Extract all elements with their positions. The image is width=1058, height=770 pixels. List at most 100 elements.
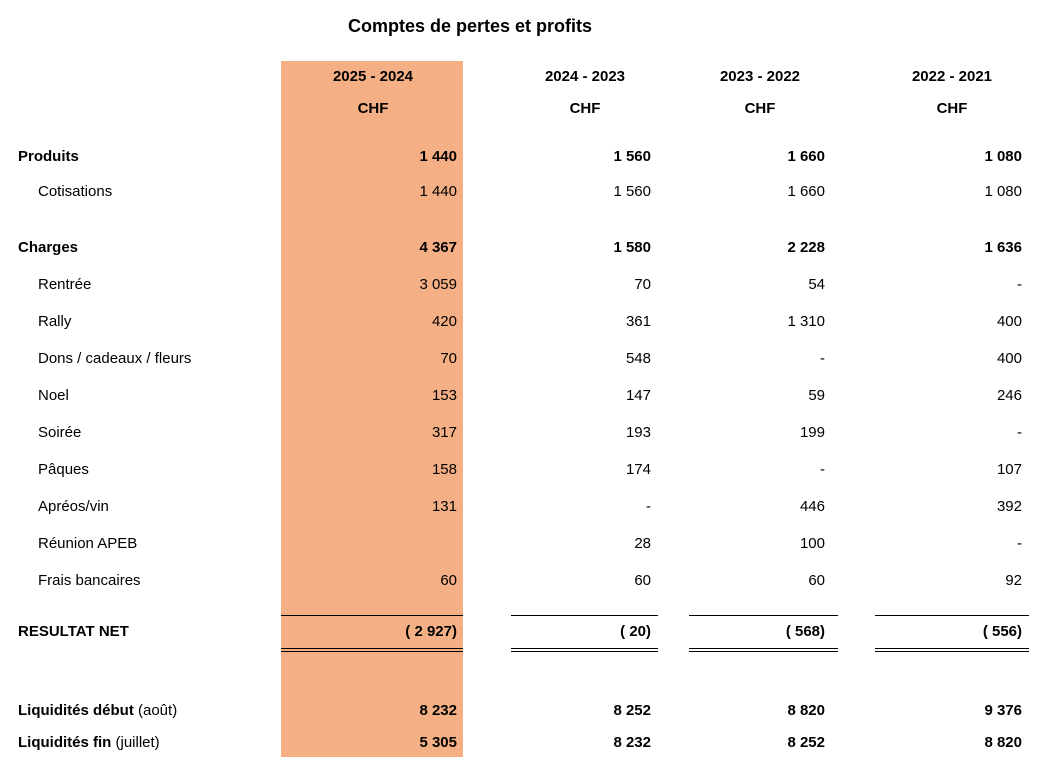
row-value: 317 <box>431 424 457 441</box>
row-label: Soirée <box>38 424 81 442</box>
row-label-text: Apréos/vin <box>38 498 109 515</box>
row-value: 153 <box>431 387 457 404</box>
row-label: Charges <box>18 239 78 257</box>
row-label: Cotisations <box>38 183 112 201</box>
row-label: Rentrée <box>38 276 91 294</box>
row-label: RESULTAT NET <box>18 623 129 641</box>
row-label-text: Réunion APEB <box>38 535 138 552</box>
row-value: 1 080 <box>984 183 1022 200</box>
total-double-rule <box>511 648 658 652</box>
column-period-header: 2024 - 2023 <box>544 68 626 85</box>
subtotal-rule <box>281 615 463 616</box>
row-value: 199 <box>799 424 825 441</box>
row-label-suffix: (août) <box>138 702 178 719</box>
row-value: 92 <box>1005 572 1022 589</box>
row-value: 60 <box>440 572 457 589</box>
row-value: ( 556) <box>982 623 1022 640</box>
row-value: 70 <box>440 350 457 367</box>
column-period-header: 2025 - 2024 <box>332 68 414 85</box>
row-value: 4 367 <box>419 239 457 256</box>
row-value: 392 <box>996 498 1022 515</box>
row-label-text: Rally <box>38 313 72 330</box>
row-label-text: Pâques <box>38 461 89 478</box>
row-value: 193 <box>625 424 651 441</box>
row-value: 1 636 <box>984 239 1022 256</box>
total-double-rule <box>689 648 838 652</box>
row-value: ( 20) <box>620 623 651 640</box>
row-label-text: Frais bancaires <box>38 572 141 589</box>
page-title: Comptes de pertes et profits <box>347 16 593 36</box>
row-value: 1 580 <box>613 239 651 256</box>
row-label-text: Produits <box>18 148 79 165</box>
row-value: 174 <box>625 461 651 478</box>
row-label: Dons / cadeaux / fleurs <box>38 350 191 368</box>
row-label-text: Liquidités début <box>18 702 134 719</box>
row-value: - <box>820 350 825 367</box>
row-value: 100 <box>799 535 825 552</box>
row-label: Frais bancaires <box>38 572 141 590</box>
row-value: - <box>1017 424 1022 441</box>
row-value: 361 <box>625 313 651 330</box>
row-value: 548 <box>625 350 651 367</box>
row-value: 9 376 <box>984 702 1022 719</box>
row-value: 8 820 <box>787 702 825 719</box>
row-value: 147 <box>625 387 651 404</box>
row-value: 8 252 <box>787 734 825 751</box>
row-value: - <box>1017 276 1022 293</box>
row-value: 60 <box>634 572 651 589</box>
total-double-rule <box>875 648 1029 652</box>
column-currency-header: CHF <box>357 100 389 117</box>
row-value: 5 305 <box>419 734 457 751</box>
row-label-text: Cotisations <box>38 183 113 200</box>
row-value: - <box>646 498 651 515</box>
row-value: 8 252 <box>613 702 651 719</box>
row-value: 1 560 <box>613 148 651 165</box>
row-value: 8 820 <box>984 734 1022 751</box>
row-value: 107 <box>996 461 1022 478</box>
column-period-header: 2022 - 2021 <box>911 68 993 85</box>
row-label: Réunion APEB <box>38 535 137 553</box>
row-label: Noel <box>38 387 69 405</box>
row-value: ( 2 927) <box>405 623 457 640</box>
row-label-text: Liquidités fin <box>18 734 112 751</box>
row-label-suffix: (juillet) <box>115 734 160 751</box>
row-value: 1 660 <box>787 183 825 200</box>
row-value: 400 <box>996 350 1022 367</box>
row-label: Produits <box>18 148 79 166</box>
row-value: 8 232 <box>419 702 457 719</box>
row-value: 60 <box>808 572 825 589</box>
row-value: 59 <box>808 387 825 404</box>
row-value: 70 <box>634 276 651 293</box>
row-label-text: Noel <box>38 387 69 404</box>
row-label-text: RESULTAT NET <box>18 623 129 640</box>
column-period-header: 2023 - 2022 <box>719 68 801 85</box>
row-value: 3 059 <box>419 276 457 293</box>
row-label: Rally <box>38 313 71 331</box>
subtotal-rule <box>511 615 658 616</box>
row-label-text: Dons / cadeaux / fleurs <box>38 350 192 367</box>
row-value: 246 <box>996 387 1022 404</box>
column-currency-header: CHF <box>569 100 601 117</box>
row-value: 54 <box>808 276 825 293</box>
row-value: 1 440 <box>419 148 457 165</box>
row-value: 8 232 <box>613 734 651 751</box>
row-value: - <box>820 461 825 478</box>
row-value: 1 560 <box>613 183 651 200</box>
row-label-text: Rentrée <box>38 276 92 293</box>
row-value: 446 <box>799 498 825 515</box>
current-year-highlight <box>281 61 463 757</box>
column-currency-header: CHF <box>936 100 968 117</box>
row-value: 1 660 <box>787 148 825 165</box>
row-value: - <box>1017 535 1022 552</box>
row-value: 2 228 <box>787 239 825 256</box>
row-value: 131 <box>431 498 457 515</box>
row-value: 420 <box>431 313 457 330</box>
row-label: Pâques <box>38 461 89 479</box>
total-double-rule <box>281 648 463 652</box>
row-value: 400 <box>996 313 1022 330</box>
row-value: ( 568) <box>785 623 825 640</box>
row-label: Apréos/vin <box>38 498 109 516</box>
row-value: 28 <box>634 535 651 552</box>
row-label: Liquidités fin (juillet) <box>18 734 160 752</box>
